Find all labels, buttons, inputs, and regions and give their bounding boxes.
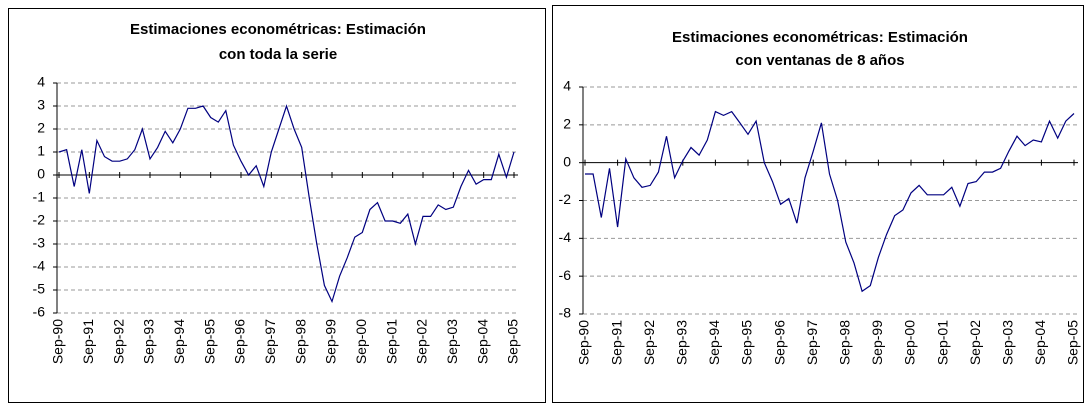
- x-tick-label: Sep-99: [869, 320, 885, 365]
- x-tick-label: Sep-93: [674, 320, 690, 365]
- y-tick-label: 4: [563, 78, 571, 94]
- y-tick-label: -3: [33, 235, 46, 251]
- x-tick-label: Sep-98: [837, 320, 853, 365]
- x-tick-label: Sep-03: [1000, 320, 1016, 365]
- y-tick-label: 0: [37, 166, 45, 182]
- x-tick-label: Sep-96: [232, 319, 248, 364]
- y-tick-label: -5: [33, 281, 46, 297]
- y-tick-label: 1: [37, 143, 45, 159]
- x-tick-label: Sep-94: [706, 320, 722, 365]
- panel-border: [552, 5, 1084, 403]
- x-tick-label: Sep-96: [771, 320, 787, 365]
- x-tick-label: Sep-05: [505, 319, 521, 364]
- y-tick-label: -6: [559, 267, 572, 283]
- x-tick-label: Sep-91: [608, 320, 624, 365]
- chart-title: con ventanas de 8 años: [735, 52, 904, 69]
- chart-title: con toda la serie: [219, 46, 337, 63]
- x-tick-label: Sep-02: [414, 319, 430, 364]
- y-tick-label: 3: [37, 97, 45, 113]
- x-tick-label: Sep-00: [902, 320, 918, 365]
- y-tick-label: -4: [559, 229, 572, 245]
- x-tick-label: Sep-90: [50, 319, 66, 364]
- x-tick-label: Sep-94: [171, 319, 187, 364]
- chart-title: Estimaciones econométricas: Estimación: [672, 29, 968, 46]
- x-tick-label: Sep-05: [1065, 320, 1081, 365]
- y-tick-label: 2: [37, 120, 45, 136]
- y-tick-label: -2: [33, 212, 46, 228]
- y-tick-label: -4: [33, 258, 46, 274]
- x-tick-label: Sep-97: [262, 319, 278, 364]
- y-tick-label: -2: [559, 191, 572, 207]
- x-tick-label: Sep-95: [739, 320, 755, 365]
- x-tick-label: Sep-04: [1032, 320, 1048, 365]
- x-tick-label: Sep-90: [576, 320, 592, 365]
- x-tick-label: Sep-97: [804, 320, 820, 365]
- x-tick-label: Sep-01: [934, 320, 950, 365]
- x-tick-label: Sep-03: [444, 319, 460, 364]
- x-tick-label: Sep-95: [201, 319, 217, 364]
- line-series: [58, 104, 515, 304]
- x-tick-label: Sep-99: [323, 319, 339, 364]
- x-tick-label: Sep-00: [353, 319, 369, 364]
- y-tick-label: -8: [559, 305, 572, 321]
- x-tick-label: Sep-01: [383, 319, 399, 364]
- y-tick-label: 2: [563, 116, 571, 132]
- y-tick-label: -1: [33, 189, 46, 205]
- y-tick-label: 0: [563, 153, 571, 169]
- x-tick-label: Sep-98: [292, 319, 308, 364]
- line-series: [585, 110, 1075, 293]
- y-tick-label: 4: [37, 74, 45, 90]
- chart-title: Estimaciones econométricas: Estimación: [130, 21, 426, 38]
- x-tick-label: Sep-04: [474, 319, 490, 364]
- x-tick-label: Sep-93: [141, 319, 157, 364]
- x-tick-label: Sep-92: [110, 319, 126, 364]
- x-tick-label: Sep-92: [641, 320, 657, 365]
- x-tick-label: Sep-02: [967, 320, 983, 365]
- y-tick-label: -6: [33, 304, 46, 320]
- panel-border: [8, 8, 546, 403]
- x-tick-label: Sep-91: [80, 319, 96, 364]
